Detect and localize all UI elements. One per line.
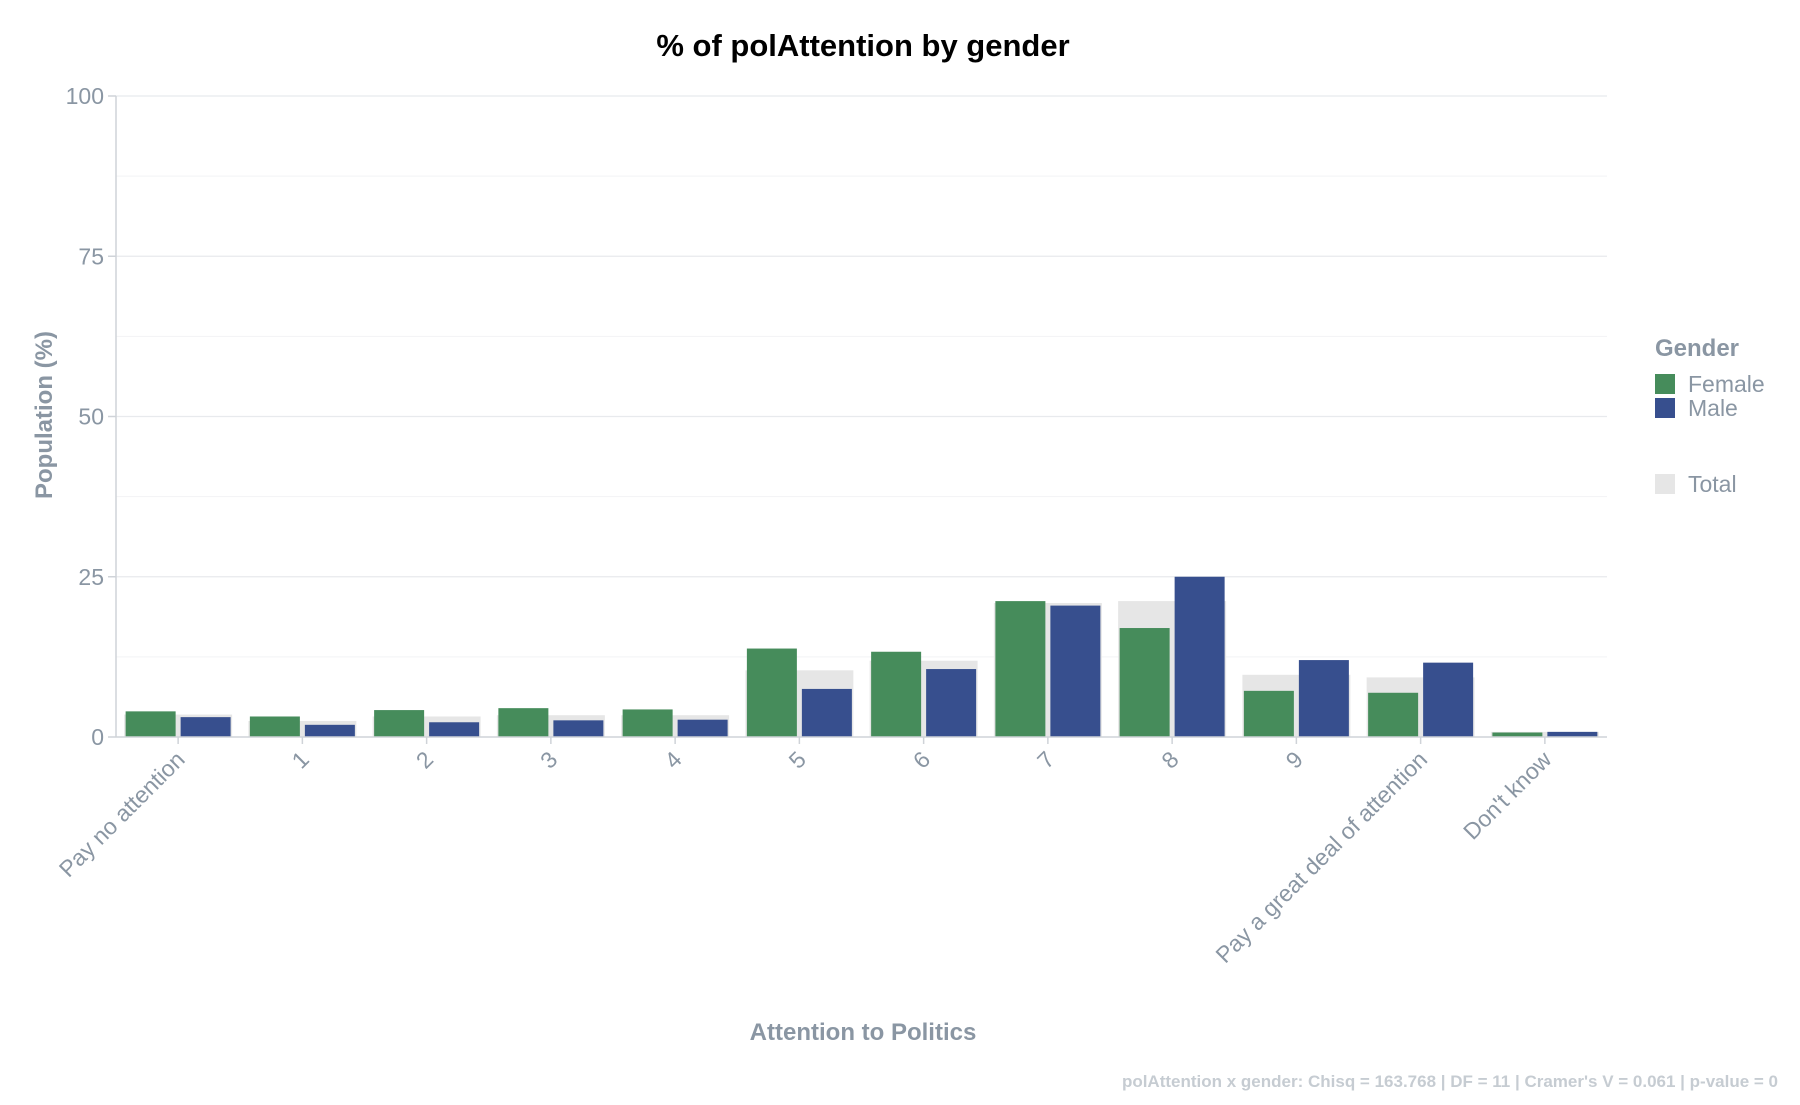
bar-male — [1298, 660, 1349, 737]
bar-female — [871, 651, 922, 737]
y-axis-title: Population (%) — [31, 331, 58, 499]
bar-female — [374, 710, 425, 737]
y-tick-label: 25 — [78, 564, 104, 590]
bar-male — [926, 669, 977, 737]
bar-male — [1050, 605, 1101, 737]
bar-male — [429, 722, 480, 737]
bar-male — [1423, 662, 1474, 737]
bar-male — [553, 720, 604, 737]
x-tick-label: Pay no attention — [54, 746, 190, 882]
x-tick-label: 6 — [908, 746, 935, 773]
x-tick-label: 5 — [783, 746, 810, 773]
chart-caption: polAttention x gender: Chisq = 163.768 |… — [1122, 1072, 1778, 1091]
x-tick-label: 8 — [1156, 746, 1183, 773]
legend-title: Gender — [1655, 335, 1739, 362]
bars — [124, 576, 1599, 737]
y-tick-labels: 0 25 50 75 100 — [66, 83, 116, 750]
legend-label-total: Total — [1688, 471, 1737, 497]
x-tick-label: 9 — [1280, 746, 1307, 773]
bar-female — [249, 716, 300, 737]
bar-total — [1490, 731, 1599, 737]
y-tick-label: 50 — [78, 404, 104, 430]
y-tick-label: 100 — [66, 83, 104, 109]
bar-female — [498, 708, 549, 737]
bar-male — [1174, 576, 1225, 737]
y-tick-label: 0 — [91, 724, 104, 750]
x-tick-label: Don't know — [1458, 746, 1557, 845]
legend-swatch-male — [1655, 398, 1675, 418]
x-tick-label: Pay a great deal of attention — [1210, 746, 1432, 968]
legend-swatch-total — [1655, 474, 1675, 494]
x-tick-label: 7 — [1032, 746, 1059, 773]
legend-label-male: Male — [1688, 395, 1738, 421]
x-axis-title: Attention to Politics — [750, 1019, 977, 1046]
bar-female — [622, 709, 673, 737]
bar-female — [1368, 692, 1419, 737]
bar-male — [801, 688, 852, 737]
bar-female — [1492, 732, 1543, 737]
bar-female — [125, 711, 176, 737]
bar-female — [1119, 628, 1170, 737]
bar-male — [677, 719, 728, 737]
bar-male — [180, 717, 231, 737]
x-tick-label: 1 — [286, 746, 313, 773]
y-tick-label: 75 — [78, 243, 104, 269]
legend-swatch-female — [1655, 374, 1675, 394]
bar-male — [1547, 731, 1598, 737]
legend-label-female: Female — [1688, 371, 1765, 397]
grid-lines — [116, 95, 1607, 658]
bar-female — [1243, 690, 1294, 737]
x-tick-label: 3 — [535, 746, 562, 773]
bar-female — [746, 648, 797, 737]
x-tick-label: 2 — [411, 746, 438, 773]
bar-female — [995, 601, 1046, 737]
chart-title: % of polAttention by gender — [656, 28, 1069, 63]
x-tick-label: 4 — [659, 746, 687, 774]
bar-male — [304, 724, 355, 737]
